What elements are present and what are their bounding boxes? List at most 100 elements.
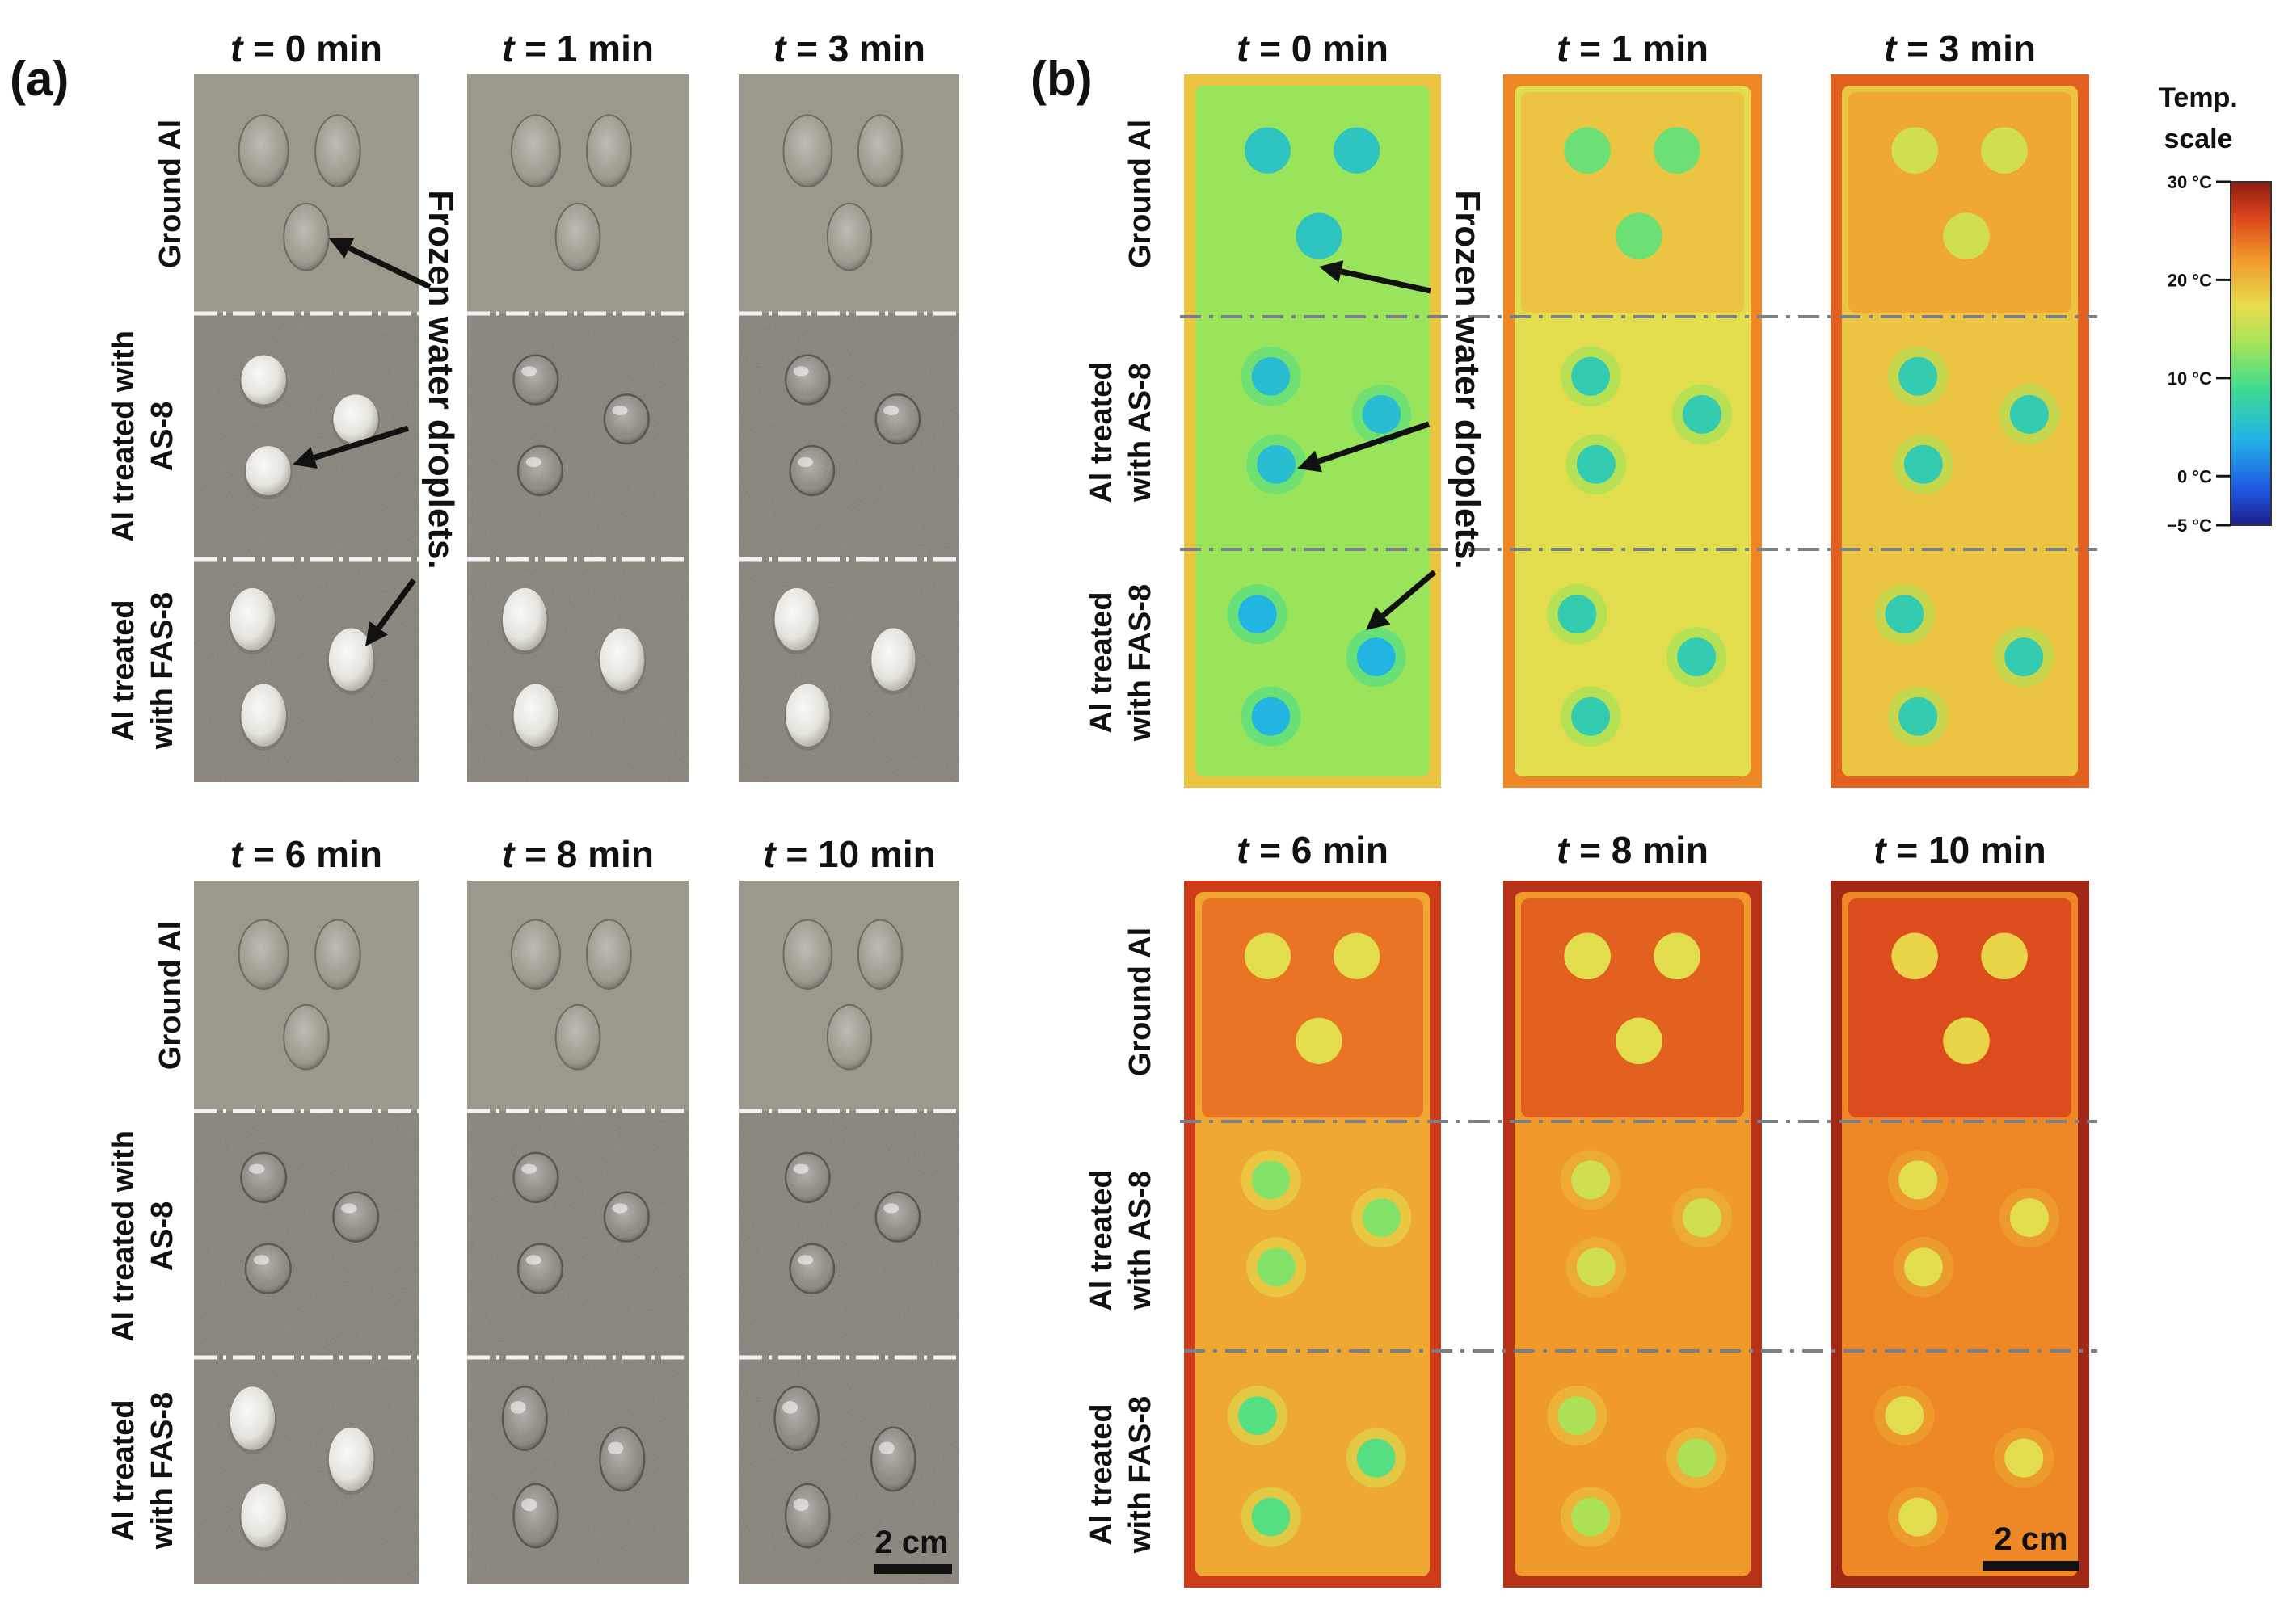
frozen-droplet (513, 684, 558, 747)
thermal-column-bottom-1 (1503, 881, 1762, 1588)
arrowhead (1366, 607, 1391, 630)
frozen-droplet (871, 628, 916, 691)
frozen-droplet (333, 394, 378, 444)
row-label-fas8: Al treated with FAS-8 (1085, 584, 1157, 742)
water-droplet (603, 393, 650, 445)
fas8-photo (739, 559, 959, 782)
time-value: = 1 min (1569, 27, 1709, 69)
thermal-droplet-ground (1296, 1017, 1342, 1064)
ground-al-photo (739, 881, 959, 1111)
row-label-ground: Ground Al (1123, 120, 1157, 268)
annotation-text: Frozen water droplets. (1447, 190, 1487, 569)
frozen-droplet (245, 446, 291, 495)
frozen-droplet (328, 628, 374, 691)
photo-column-top-2 (739, 74, 959, 782)
colorbar-tick-label: 30 °C (2168, 172, 2212, 192)
water-droplet (826, 202, 873, 271)
thermal-droplet-as8 (1362, 1198, 1401, 1237)
thermal-droplet-ground (1244, 932, 1291, 979)
thermal-droplet-fas8 (1251, 696, 1291, 736)
row-label-fas8: Al treated with FAS-8 (107, 1392, 179, 1550)
frozen-droplet (241, 684, 286, 747)
thermal-droplet-as8 (1257, 1247, 1296, 1287)
photo-column-bottom-1 (467, 881, 689, 1584)
annotation-text: Frozen water droplets. (421, 190, 461, 569)
row-label-line: AS-8 (145, 402, 179, 472)
thermal-droplet-fas8 (1356, 1438, 1396, 1478)
thermal-droplet-as8 (2009, 1198, 2049, 1238)
thermal-droplet-as8 (1682, 394, 1721, 434)
thermal-droplet-ground (1891, 127, 1938, 174)
scale-bar-b-label: 2 cm (1994, 1521, 2067, 1557)
time-label: t = 10 min (1873, 829, 2046, 871)
thermal-droplet-as8 (1898, 356, 1938, 396)
water-droplet (554, 202, 601, 271)
scale-bar-b-line (1983, 1561, 2079, 1571)
arrow-shaft (1381, 570, 1437, 618)
time-variable: t (763, 833, 777, 875)
colorbar-gradient (2230, 181, 2272, 526)
time-label: t = 1 min (1557, 27, 1709, 69)
droplet-highlight (607, 1441, 624, 1455)
time-value: = 8 min (514, 833, 654, 875)
arrow-shaft (1340, 268, 1431, 294)
row-label-line: with FAS-8 (1123, 1396, 1157, 1554)
thermal-ground-region (1202, 898, 1423, 1118)
thermal-droplet-fas8 (2004, 637, 2044, 677)
water-droplet (512, 1483, 559, 1549)
time-variable: t (1237, 829, 1250, 871)
thermal-droplet-fas8 (1898, 1497, 1938, 1537)
thermal-column-bottom-2 (1831, 881, 2089, 1588)
row-label-line: Al treated (1085, 1403, 1119, 1545)
thermal-separators (1180, 315, 2097, 1353)
frozen-droplet (241, 355, 286, 405)
droplet-highlight (521, 366, 537, 377)
row-label-as8: Al treated with AS-8 (1085, 361, 1157, 503)
droplet-highlight (510, 1401, 526, 1414)
arrowhead (1297, 450, 1323, 473)
arrow-shaft (348, 245, 432, 290)
thermal-droplet-fas8 (1237, 1396, 1277, 1435)
thermal-droplet-fas8 (1571, 696, 1611, 736)
row-label-ground: Ground Al (154, 921, 188, 1070)
row-label-fas8: Al treated with FAS-8 (1085, 1396, 1157, 1554)
water-droplet (784, 1151, 831, 1204)
frozen-droplet (774, 587, 819, 651)
water-droplet (554, 1003, 601, 1071)
ground-al-photo (194, 74, 419, 313)
water-droplet (510, 919, 562, 990)
droplet-highlight (525, 1255, 541, 1265)
scale-bar-a-line (874, 1564, 952, 1574)
water-droplet (603, 1191, 650, 1243)
time-variable: t (1557, 27, 1570, 69)
water-droplet (244, 1243, 292, 1294)
time-label: t = 6 min (230, 833, 382, 875)
time-variable: t (230, 833, 244, 875)
photo-column-bottom-2 (739, 881, 959, 1584)
thermal-droplet-ground (1244, 127, 1291, 174)
thermal-droplet-ground (1943, 212, 1990, 259)
thermal-droplet-as8 (1903, 444, 1943, 484)
row-label-fas8: Al treated with FAS-8 (107, 592, 179, 750)
colorbar-tick-label: 10 °C (2168, 368, 2212, 389)
row-label-line: with AS-8 (1123, 363, 1157, 503)
droplet-highlight (612, 1203, 628, 1214)
water-droplet (314, 919, 361, 990)
water-droplet (238, 919, 289, 990)
droplet-highlight (525, 456, 541, 467)
ground-al-photo (467, 74, 689, 313)
water-droplet (782, 919, 833, 990)
water-droplet (874, 393, 921, 445)
time-label: t = 3 min (1884, 27, 2036, 69)
thermal-droplet-fas8 (1557, 1396, 1597, 1436)
time-label: t = 3 min (773, 27, 925, 69)
droplet-highlight (253, 1255, 270, 1265)
time-value: = 6 min (242, 833, 382, 875)
water-droplet (874, 1191, 921, 1243)
time-value: = 1 min (514, 27, 654, 69)
water-droplet (585, 114, 632, 188)
thermal-droplet-fas8 (1677, 1438, 1717, 1478)
thermal-droplet-as8 (1251, 1160, 1291, 1200)
water-droplet (826, 1003, 873, 1071)
thermal-droplet-ground (1891, 932, 1938, 980)
